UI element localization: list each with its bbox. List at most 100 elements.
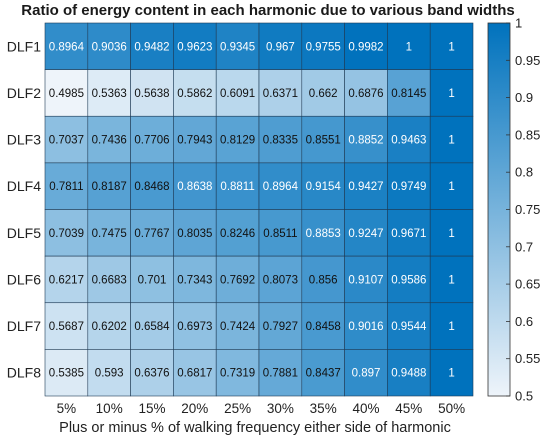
cell-value-label: 0.8964 — [49, 41, 85, 53]
cell-value-label: 0.8551 — [306, 135, 341, 147]
heatmap-cell — [215, 255, 260, 304]
cell-value-label: 0.8073 — [263, 274, 298, 286]
heatmap-cell — [387, 349, 431, 397]
heatmap-cell — [173, 349, 217, 397]
heatmap-cell — [44, 349, 89, 397]
cell-value-label: 0.9755 — [306, 41, 341, 53]
heatmap-cell — [87, 209, 131, 257]
heatmap-cell — [258, 22, 303, 70]
cell-value-label: 0.8852 — [348, 135, 383, 147]
heatmap-cell — [344, 209, 388, 257]
cell-value-label: 0.8145 — [391, 88, 426, 100]
cell-value-label: 0.6217 — [49, 274, 84, 286]
colorbar-tick-label: 0.7 — [515, 239, 533, 254]
heatmap-cell — [173, 255, 217, 304]
row-label: DLF4 — [7, 178, 41, 194]
heatmap-cell — [258, 162, 303, 210]
column-label: 25% — [224, 401, 251, 416]
cell-value-label: 0.9749 — [391, 181, 426, 193]
cell-value-label: 0.7927 — [263, 321, 298, 333]
cell-value-label: 0.5862 — [177, 88, 212, 100]
heatmap-cell — [258, 302, 303, 350]
cell-value-label: 0.6202 — [92, 321, 127, 333]
heatmap-cell — [130, 349, 174, 397]
heatmap-cell — [130, 69, 174, 117]
heatmap-cell — [429, 22, 474, 70]
heatmap-cells: 0.8964 0.9036 0.9482 0.9623 0.9345 0.967 0.975… — [44, 22, 474, 397]
colorbar-tick-label: 0.55 — [515, 351, 540, 366]
colorbar-tick-label: 0.85 — [515, 127, 540, 142]
column-label: 20% — [181, 401, 208, 416]
heatmap-cell — [215, 115, 260, 164]
heatmap-cell — [344, 349, 388, 397]
cell-value-label: 0.8458 — [306, 321, 341, 333]
cell-value-label: 0.701 — [138, 274, 167, 286]
cell-value-label: 0.9623 — [177, 41, 212, 53]
cell-value-label: 0.6584 — [134, 321, 170, 333]
cell-value-label: 0.9016 — [348, 321, 383, 333]
heatmap-cell — [301, 115, 345, 164]
heatmap-cell — [344, 22, 388, 70]
cell-value-label: 0.4985 — [49, 88, 84, 100]
heatmap-cell — [344, 302, 388, 350]
heatmap-cell — [130, 255, 174, 304]
heatmap-cell — [429, 209, 474, 257]
cell-value-label: 0.8638 — [177, 181, 212, 193]
cell-value-label: 0.9427 — [348, 181, 383, 193]
column-label: 35% — [310, 401, 337, 416]
cell-value-label: 0.6371 — [263, 88, 298, 100]
heatmap-cell — [130, 115, 174, 164]
cell-value-label: 0.5385 — [49, 368, 84, 380]
heatmap-cell — [429, 302, 474, 350]
cell-value-label: 0.9154 — [306, 181, 342, 193]
heatmap-cell — [387, 302, 431, 350]
heatmap-cell — [301, 349, 345, 397]
cell-value-label: 0.7424 — [220, 321, 256, 333]
heatmap-cell — [429, 115, 474, 164]
cell-value-label: 1 — [448, 368, 454, 380]
cell-value-label: 1 — [406, 41, 412, 53]
heatmap-cell — [173, 69, 217, 117]
cell-value-label: 1 — [448, 321, 454, 333]
cell-value-label: 0.7037 — [49, 135, 84, 147]
cell-value-label: 1 — [448, 228, 454, 240]
heatmap-cell — [387, 115, 431, 164]
heatmap-cell — [44, 255, 89, 304]
heatmap-cell — [258, 209, 303, 257]
column-label: 30% — [267, 401, 294, 416]
heatmap-cell — [215, 209, 260, 257]
cell-value-label: 0.9488 — [391, 368, 426, 380]
cell-value-label: 0.7343 — [177, 274, 212, 286]
cell-value-label: 0.897 — [352, 368, 381, 380]
cell-value-label: 0.593 — [95, 368, 124, 380]
heatmap-cell — [44, 115, 89, 164]
cell-value-label: 0.9463 — [391, 135, 426, 147]
cell-value-label: 0.8468 — [134, 181, 169, 193]
cell-value-label: 0.7319 — [220, 368, 255, 380]
cell-value-label: 0.9586 — [391, 274, 426, 286]
cell-value-label: 0.8511 — [263, 228, 297, 240]
heatmap-cell — [387, 69, 431, 117]
cell-value-label: 0.7692 — [220, 274, 255, 286]
cell-value-label: 0.856 — [309, 274, 338, 286]
row-label: DLF6 — [7, 271, 41, 287]
cell-value-label: 0.8853 — [306, 228, 341, 240]
heatmap-cell — [301, 162, 345, 210]
heatmap-cell — [344, 115, 388, 164]
column-label: 10% — [96, 401, 123, 416]
cell-value-label: 1 — [448, 135, 454, 147]
column-label: 45% — [395, 401, 422, 416]
heatmap-cell — [387, 255, 431, 304]
cell-value-label: 0.5363 — [92, 88, 127, 100]
column-labels: 5% 10% 15% 20% 25% 30% 35% 40% 45% 50% — [57, 401, 465, 416]
cell-value-label: 0.7811 — [49, 181, 83, 193]
heatmap-cell — [87, 349, 131, 397]
heatmap-cell — [258, 349, 303, 397]
heatmap-cell — [429, 349, 474, 397]
cell-value-label: 0.6683 — [92, 274, 127, 286]
cell-value-label: 0.967 — [266, 41, 295, 53]
heatmap-cell — [301, 69, 345, 117]
heatmap-cell — [87, 69, 131, 117]
heatmap-cell — [215, 22, 260, 70]
